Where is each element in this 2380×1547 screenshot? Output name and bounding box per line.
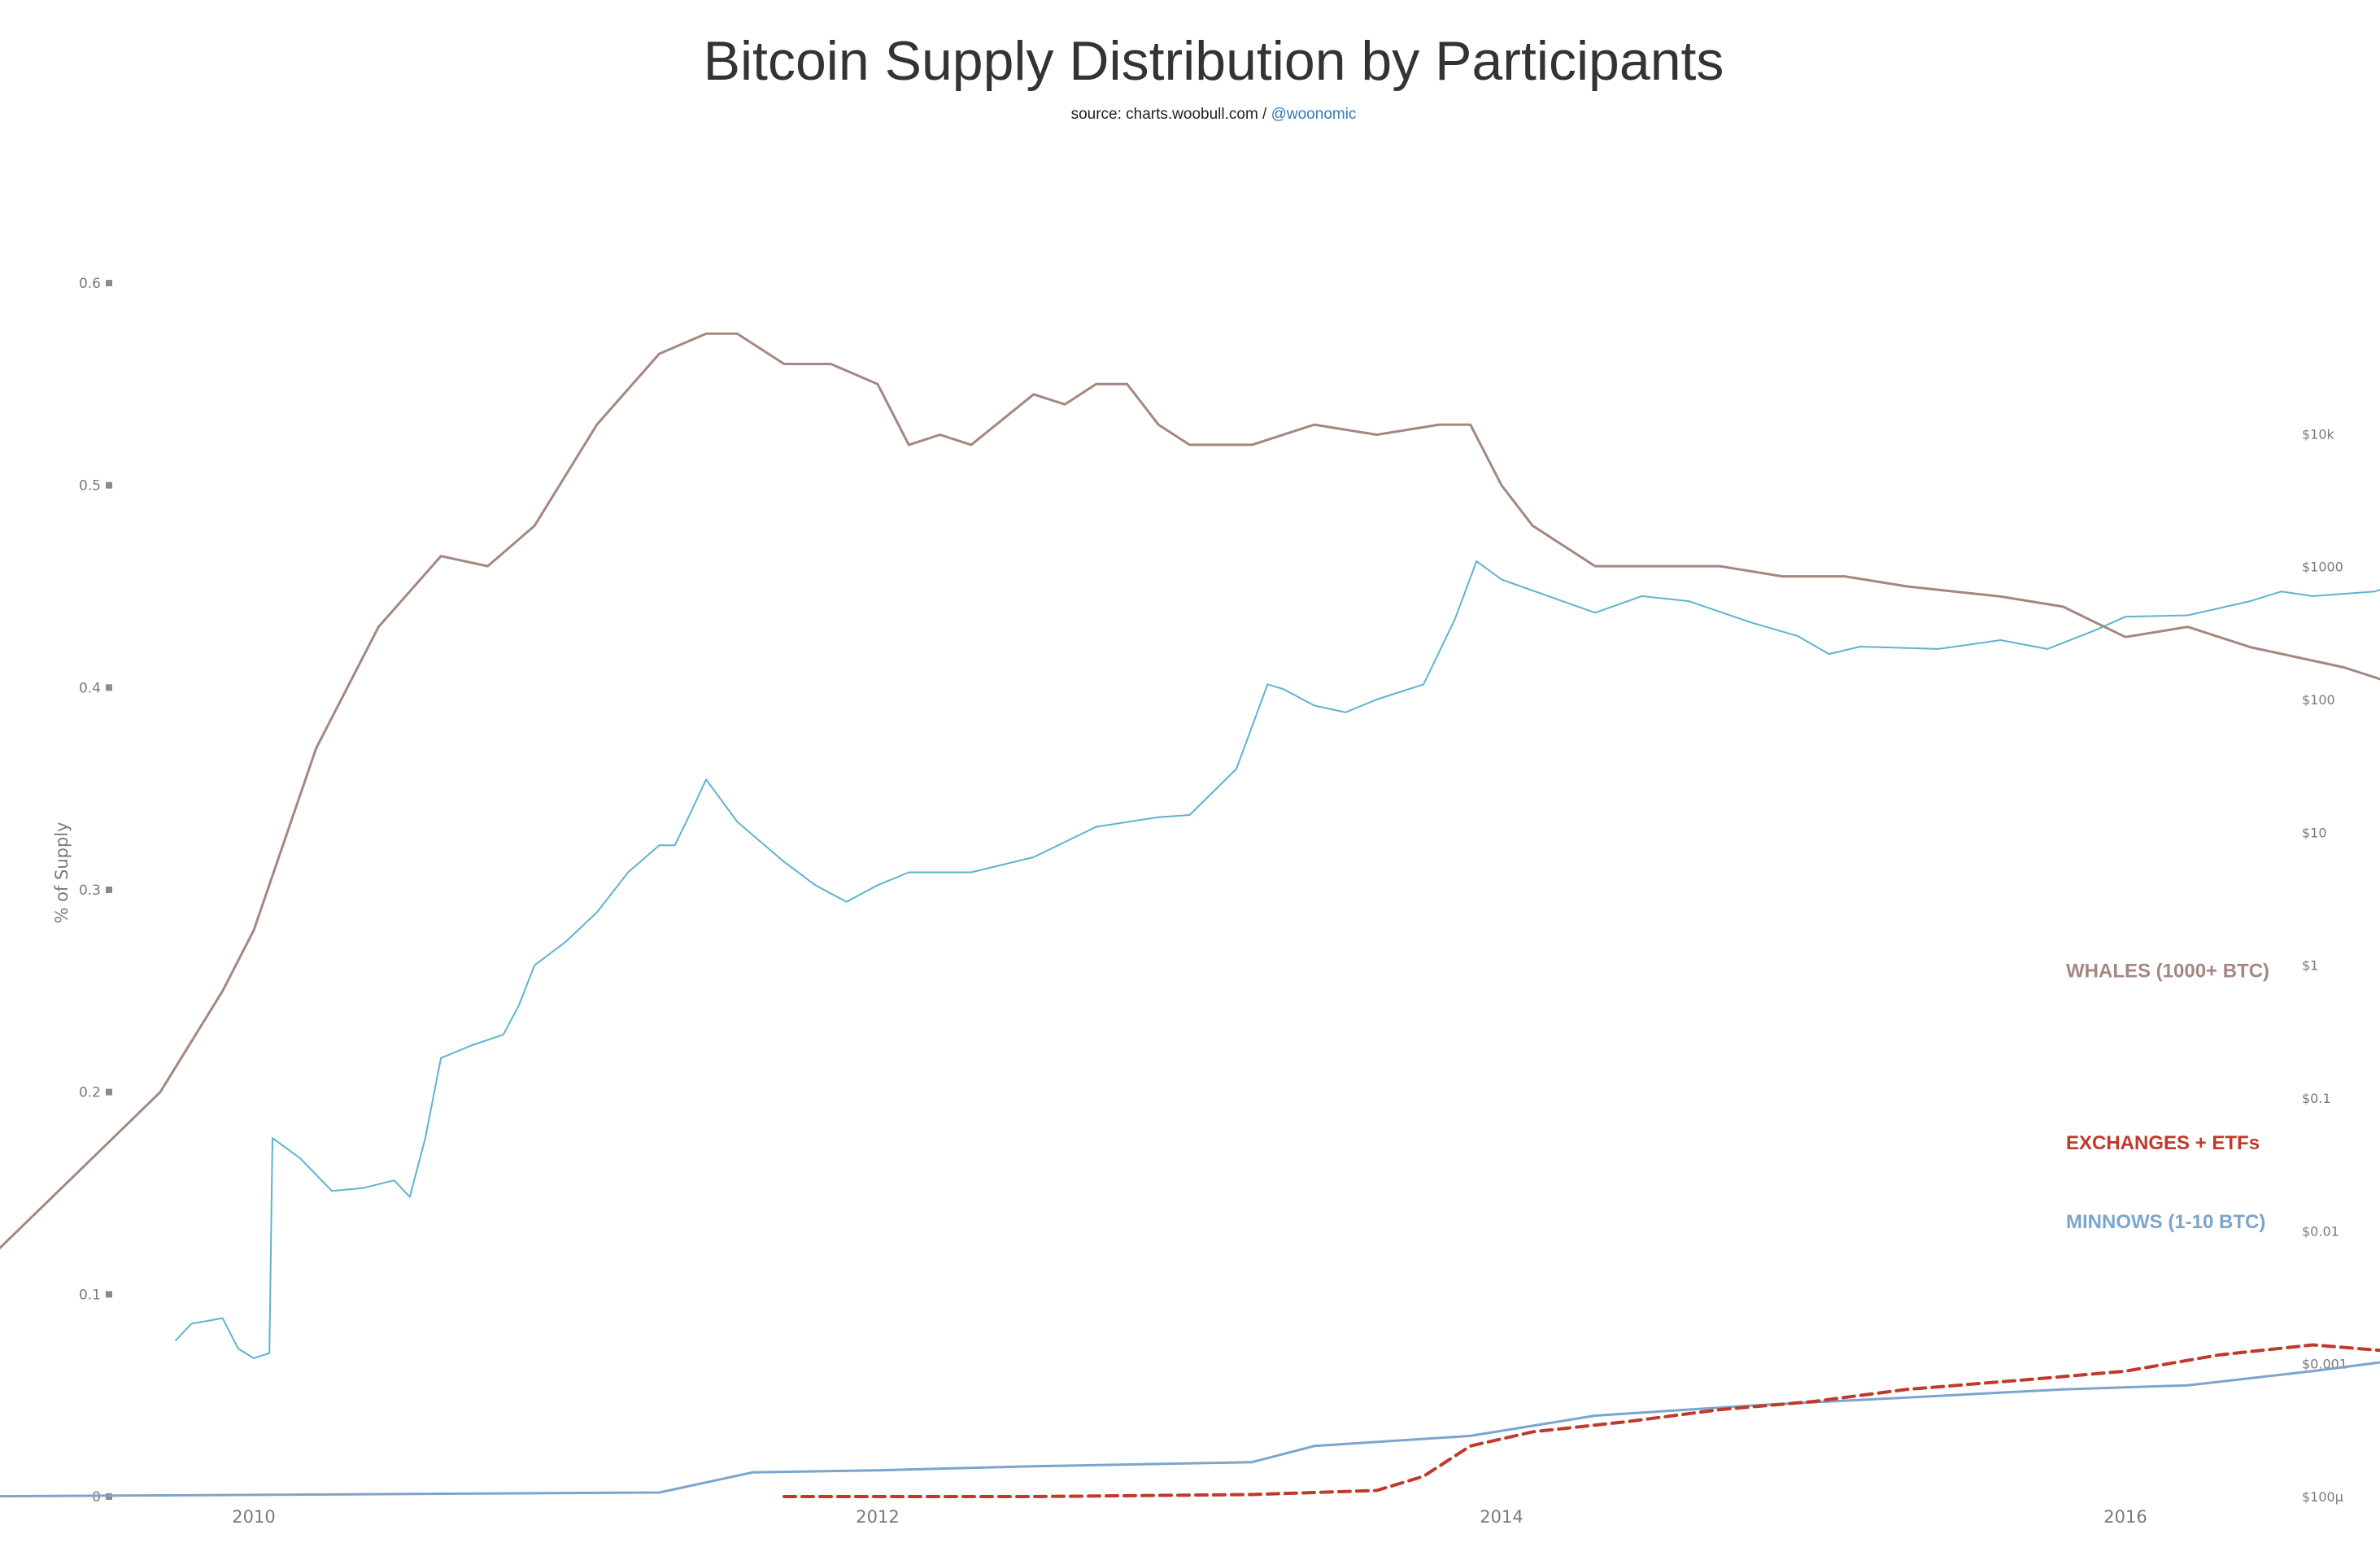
chart-subtitle: source: charts.woobull.com / @woonomic [1071, 106, 1357, 123]
y-tick-mark [106, 1088, 112, 1096]
y-tick-label: 0 [92, 1489, 101, 1506]
price-tick-label: $1000 [2302, 560, 2343, 575]
price-tick-label: $0.1 [2302, 1091, 2331, 1106]
price-tick-label: $10k [2302, 426, 2335, 442]
price-tick-label: $100µ [2302, 1489, 2343, 1505]
x-axis: 2010201220142016201820202022 [232, 1507, 2147, 1527]
y-tick-mark [106, 887, 112, 893]
y-tick-mark [106, 482, 112, 489]
exchanges-etfs-line [782, 1343, 2380, 1498]
y-tick-label: 0.2 [79, 1085, 101, 1101]
whales-1000-btc-line [0, 332, 2380, 1250]
whales-1000-btc-label: WHALES (1000+ BTC) [2066, 960, 2269, 982]
y-tick-label: 0.3 [79, 882, 101, 899]
subtitle-handle-link[interactable]: @woonomic [1271, 106, 1357, 123]
y-tick-label: 0.6 [79, 276, 101, 292]
x-tick-label: 2014 [1480, 1507, 1523, 1527]
x-tick-label: 2012 [856, 1507, 899, 1527]
y-tick-mark [106, 684, 112, 691]
price-axis: $100µ$0.001$0.01$0.1$1$10$100$1000$10k [2302, 426, 2347, 1505]
minnows-1-10-btc-line [0, 1361, 2380, 1498]
series-labels: WHALES (1000+ BTC) EXCHANGES + ETFs MINNOW… [2066, 960, 2269, 1232]
price-line [175, 560, 2380, 1359]
price-tick-label: $0.01 [2302, 1223, 2339, 1239]
y-tick-label: 0.5 [79, 478, 101, 495]
y-tick-mark [106, 280, 112, 286]
x-tick-label: 2016 [2103, 1507, 2147, 1527]
minnows-1-10-btc-label: MINNOWS (1-10 BTC) [2066, 1211, 2265, 1233]
subtitle-source: source: charts.woobull.com / [1071, 106, 1271, 123]
price-tick-label: $100 [2302, 692, 2335, 708]
y-tick-label: 0.4 [79, 680, 101, 696]
series-layer [0, 332, 2380, 1498]
price-tick-label: $1 [2302, 958, 2318, 974]
y-axis-label: % of Supply [52, 821, 72, 923]
price-tick-label: $10 [2302, 825, 2327, 840]
y-tick-label: 0.1 [79, 1287, 101, 1303]
x-tick-label: 2010 [232, 1507, 275, 1527]
y-tick-mark [106, 1291, 112, 1298]
chart-title: Bitcoin Supply Distribution by Participa… [704, 30, 1724, 92]
y-axis: 0 0.1 0.2 0.3 0.4 0.5 0.6 [79, 276, 112, 1506]
exchanges-etfs-label: EXCHANGES + ETFs [2066, 1132, 2260, 1154]
